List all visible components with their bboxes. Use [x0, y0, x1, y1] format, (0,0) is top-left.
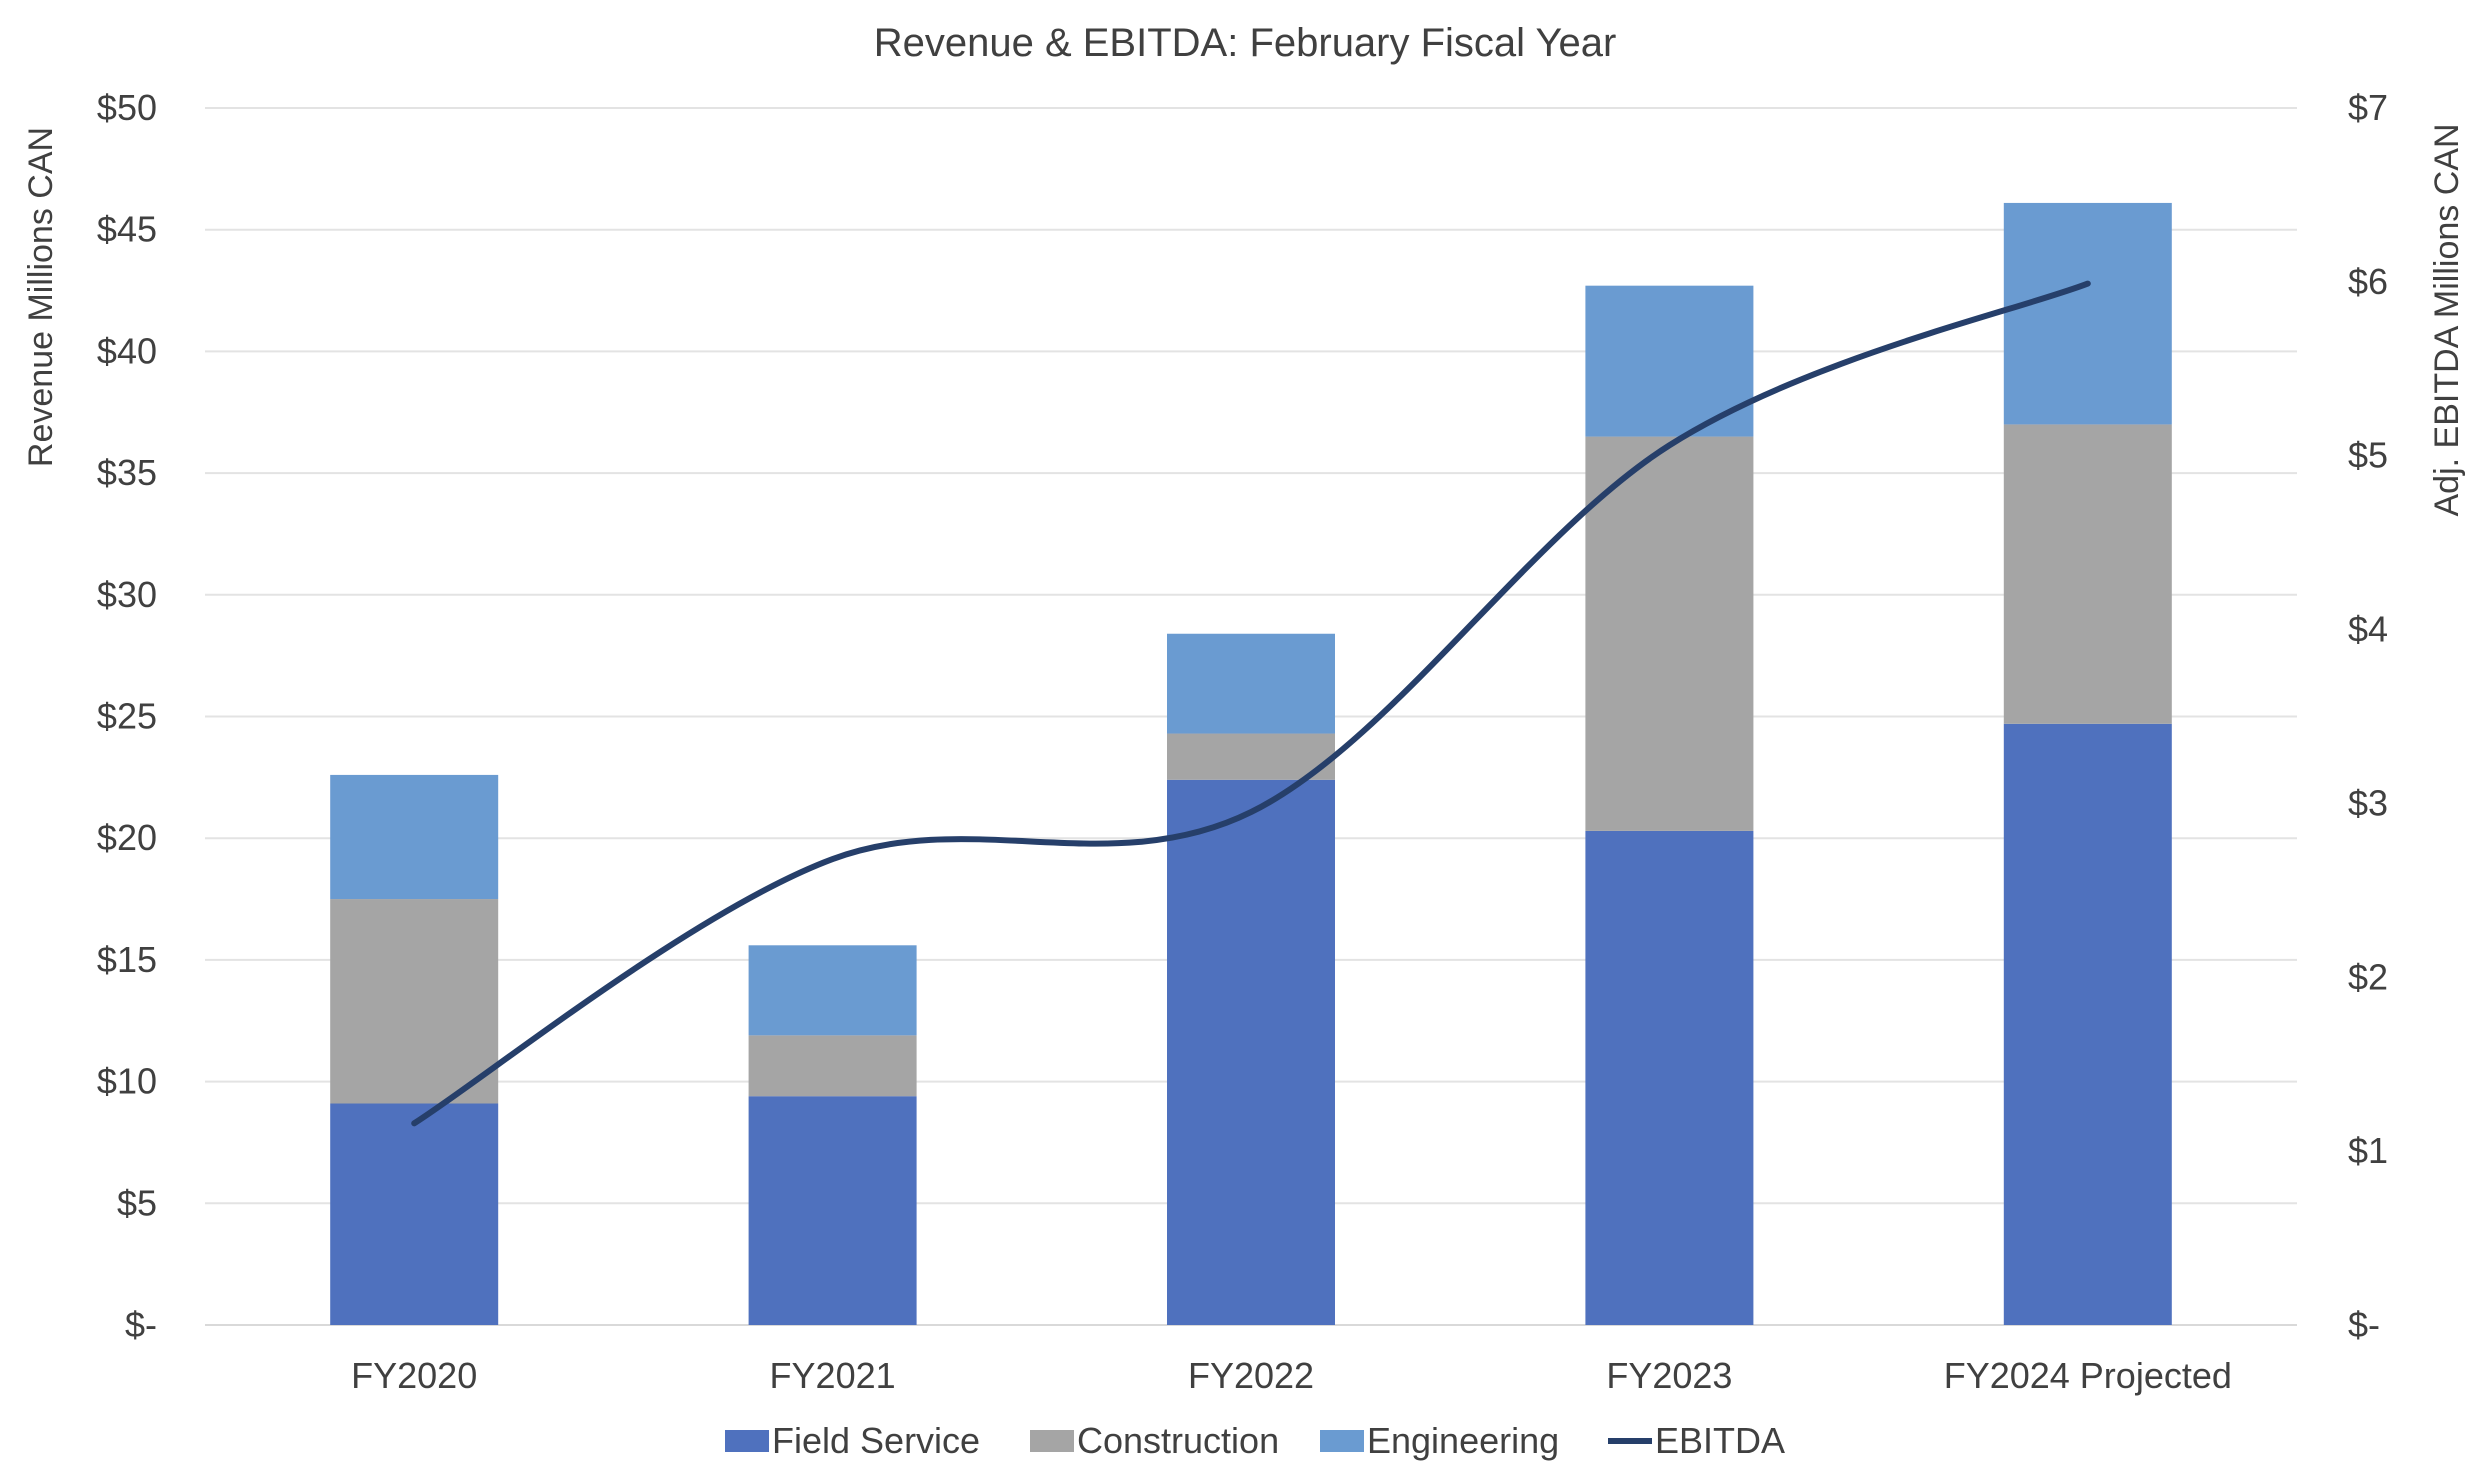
legend: Field Service Construction Engineering EBIT… [725, 1420, 1785, 1461]
bar-construction [2003, 424, 2172, 724]
y-axis-ticks: $- $5 $10 $15 $20 $25 $30 $35 $40 $45 $50 [97, 87, 157, 1345]
bar-engineering [1167, 633, 1335, 734]
y-tick-label: $- [125, 1304, 157, 1345]
y-tick-label: $25 [97, 696, 157, 737]
bar-field-service [2003, 723, 2172, 1325]
ebitda-line-group [411, 280, 2091, 1127]
ebitda-line [411, 280, 2091, 1127]
legend-label-engineering: Engineering [1367, 1420, 1559, 1461]
bar-engineering [330, 774, 499, 900]
legend-label-construction: Construction [1077, 1420, 1279, 1461]
y2-axis-label: Adj. EBITDA Millions CAN [2428, 124, 2466, 517]
bars [330, 202, 2172, 1325]
y-tick-label: $15 [97, 939, 157, 980]
y-tick-label: $35 [97, 452, 157, 493]
y2-tick-label: $3 [2348, 782, 2388, 823]
y-axis-label: Revenue Millions CAN [22, 127, 60, 467]
bar-engineering [748, 945, 917, 1036]
y2-tick-label: $- [2348, 1304, 2380, 1345]
y2-axis-ticks: $- $1 $2 $3 $4 $5 $6 $7 [2348, 87, 2388, 1345]
bar-construction [1167, 733, 1335, 780]
y2-tick-label: $2 [2348, 956, 2388, 997]
y2-tick-label: $6 [2348, 261, 2388, 302]
y-tick-label: $30 [97, 574, 157, 615]
bar-field-service [330, 1103, 499, 1325]
bar-field-service [748, 1096, 917, 1325]
y2-tick-label: $7 [2348, 87, 2388, 128]
bar-construction [330, 899, 499, 1104]
legend-swatch-field-service [725, 1430, 769, 1452]
y-tick-label: $20 [97, 817, 157, 858]
bar-field-service [1585, 830, 1754, 1325]
x-tick-label: FY2024 Projected [1944, 1355, 2232, 1396]
bar-field-service [1167, 779, 1335, 1325]
y-tick-label: $5 [117, 1182, 157, 1223]
y2-tick-label: $1 [2348, 1130, 2388, 1171]
y2-tick-label: $5 [2348, 435, 2388, 476]
legend-swatch-construction [1030, 1430, 1074, 1452]
y-tick-label: $50 [97, 87, 157, 128]
x-tick-label: FY2021 [770, 1355, 896, 1396]
x-tick-label: FY2022 [1188, 1355, 1314, 1396]
legend-label-ebitda: EBITDA [1655, 1420, 1785, 1461]
x-axis-ticks: FY2020 FY2021 FY2022 FY2023 FY2024 Projected [351, 1355, 2232, 1396]
y2-tick-label: $4 [2348, 609, 2388, 650]
y-tick-label: $10 [97, 1061, 157, 1102]
bar-construction [1585, 436, 1754, 831]
chart-title: Revenue & EBITDA: February Fiscal Year [874, 21, 1617, 65]
x-tick-label: FY2023 [1606, 1355, 1732, 1396]
legend-label-field-service: Field Service [772, 1420, 980, 1461]
legend-swatch-engineering [1320, 1430, 1364, 1452]
y-tick-label: $40 [97, 330, 157, 371]
y-tick-label: $45 [97, 209, 157, 250]
bar-construction [748, 1035, 917, 1097]
bar-engineering [2003, 202, 2172, 425]
x-tick-label: FY2020 [351, 1355, 477, 1396]
